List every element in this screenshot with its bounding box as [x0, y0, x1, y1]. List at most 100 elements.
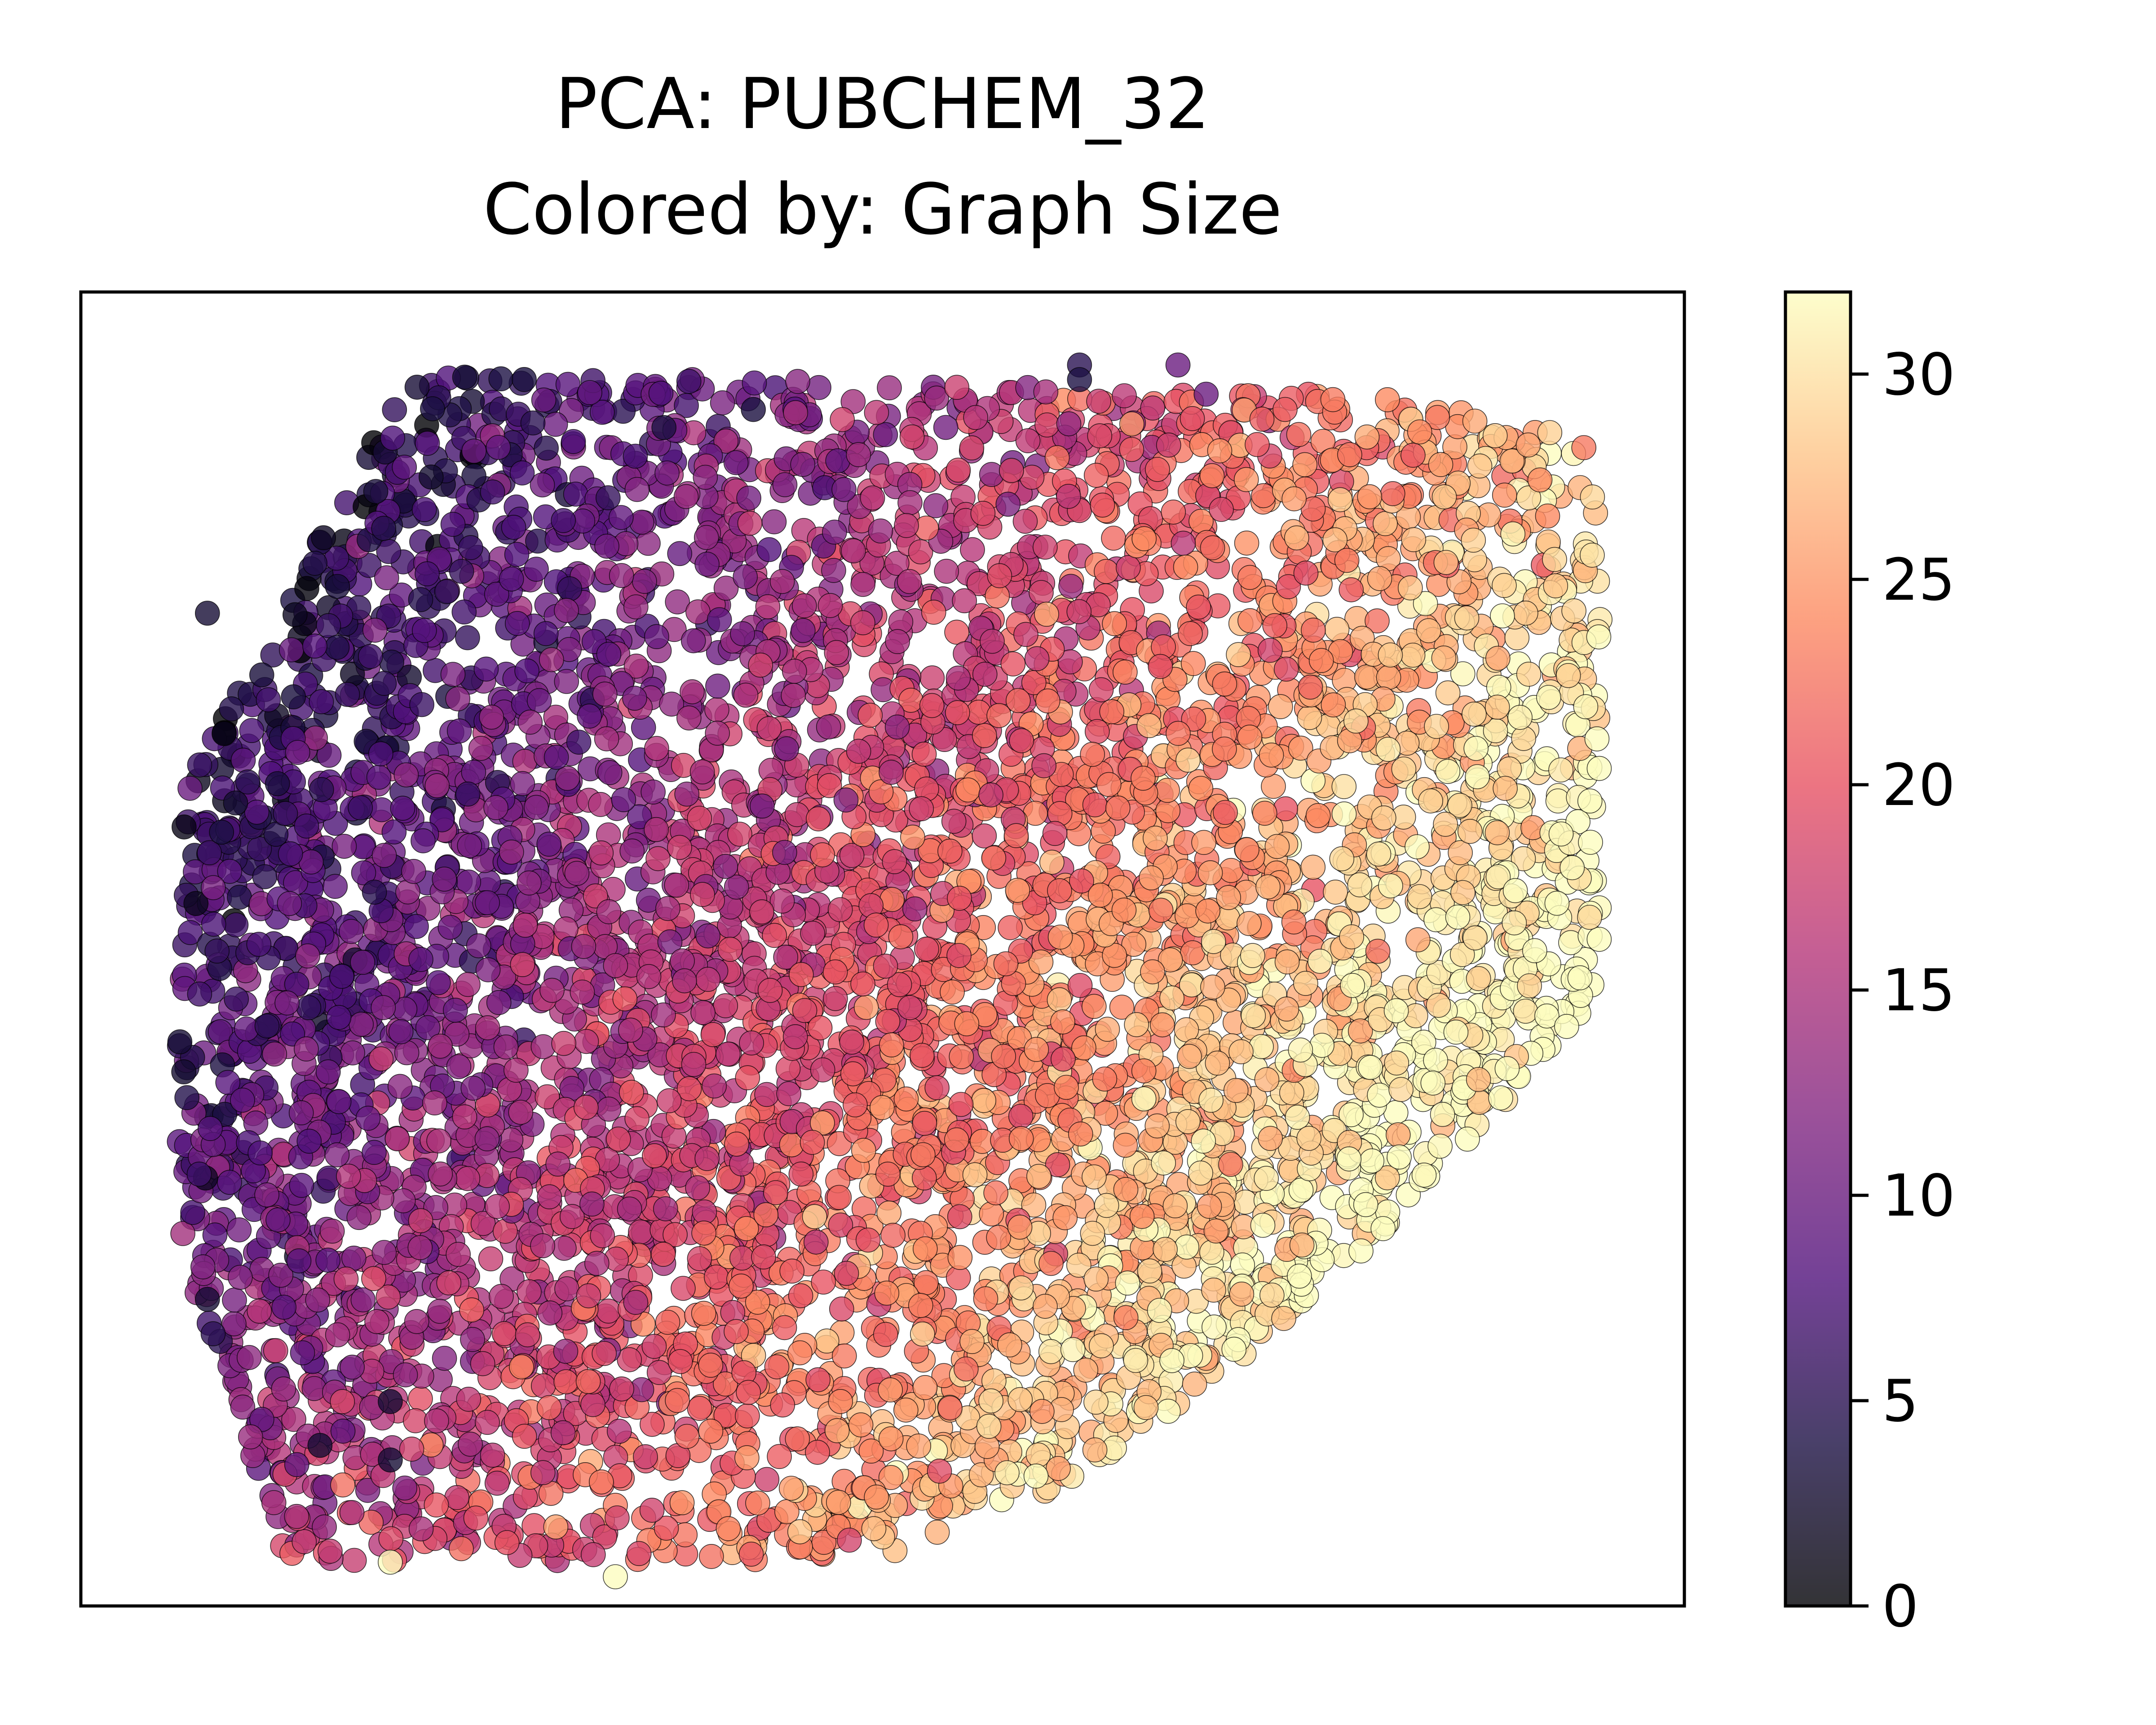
scatter-point: [505, 611, 530, 636]
scatter-point: [1161, 500, 1186, 525]
scatter-point: [384, 1126, 410, 1151]
scatter-point: [1056, 411, 1082, 437]
scatter-point: [222, 1287, 247, 1313]
scatter-point: [480, 1442, 505, 1468]
scatter-point: [949, 1044, 974, 1069]
scatter-point: [1401, 442, 1426, 468]
scatter-point: [512, 367, 537, 392]
scatter-point: [278, 637, 304, 663]
scatter-point: [623, 594, 649, 619]
plot-area: [167, 352, 1613, 1589]
scatter-point: [756, 716, 782, 741]
scatter-point: [1445, 904, 1471, 930]
scatter-point: [318, 1539, 343, 1564]
scatter-point: [408, 1386, 433, 1411]
scatter-point: [440, 512, 466, 537]
scatter-point: [1009, 728, 1034, 753]
scatter-point: [839, 843, 865, 868]
scatter-point: [1226, 642, 1251, 667]
scatter-point: [850, 572, 875, 597]
scatter-point: [171, 814, 197, 840]
scatter-point: [461, 760, 486, 785]
scatter-point: [735, 1065, 760, 1090]
scatter-point: [1337, 442, 1362, 467]
scatter-point: [716, 1041, 741, 1067]
scatter-point: [1274, 996, 1299, 1022]
scatter-point: [893, 1086, 919, 1112]
scatter-point: [876, 1200, 901, 1226]
scatter-point: [1029, 1399, 1055, 1424]
scatter-point: [1500, 521, 1525, 547]
scatter-point: [537, 1300, 563, 1326]
scatter-point: [912, 1375, 938, 1400]
scatter-point: [408, 587, 433, 612]
scatter-point: [340, 1040, 365, 1066]
scatter-point: [685, 599, 711, 624]
scatter-point: [806, 375, 831, 400]
scatter-point: [698, 1419, 724, 1444]
scatter-point: [170, 1221, 195, 1246]
scatter-point: [921, 600, 946, 625]
scatter-point: [1254, 1067, 1280, 1092]
scatter-point: [646, 1360, 672, 1385]
scatter-point: [1308, 648, 1334, 673]
scatter-point: [853, 995, 879, 1020]
scatter-point: [1560, 855, 1585, 880]
scatter-point: [1586, 756, 1612, 781]
scatter-point: [554, 669, 579, 694]
scatter-point: [1292, 452, 1317, 478]
scatter-point: [174, 1085, 199, 1110]
scatter-point: [596, 1298, 621, 1324]
scatter-point: [941, 809, 967, 834]
scatter-point: [612, 986, 638, 1012]
scatter-point: [489, 1284, 514, 1309]
scatter-point: [403, 1408, 428, 1433]
scatter-point: [754, 1467, 780, 1492]
scatter-point: [339, 1500, 365, 1525]
scatter-point: [1543, 573, 1568, 598]
scatter-point: [1281, 486, 1307, 512]
scatter-point: [456, 1387, 482, 1412]
scatter-point: [446, 718, 472, 743]
scatter-point: [371, 1240, 397, 1265]
scatter-point: [349, 1012, 374, 1037]
scatter-point: [230, 748, 256, 773]
scatter-point: [952, 588, 977, 614]
scatter-point: [382, 397, 407, 422]
scatter-point: [486, 435, 511, 460]
scatter-point: [526, 688, 552, 713]
scatter-point: [1264, 834, 1290, 859]
scatter-point: [1175, 748, 1201, 773]
scatter-point: [606, 1126, 631, 1152]
scatter-point: [1504, 625, 1530, 650]
scatter-point: [459, 1297, 484, 1322]
scatter-point: [1511, 726, 1536, 751]
scatter-point: [900, 824, 925, 850]
scatter-point: [636, 531, 661, 556]
scatter-point: [1494, 1056, 1520, 1081]
scatter-point: [972, 723, 997, 748]
scatter-point: [823, 986, 848, 1011]
scatter-point: [1375, 387, 1400, 412]
scatter-point: [284, 1504, 309, 1529]
scatter-point: [829, 1296, 854, 1322]
scatter-point: [488, 366, 513, 392]
scatter-point: [1527, 467, 1553, 493]
scatter-point: [596, 641, 622, 667]
scatter-point: [381, 819, 407, 845]
scatter-point: [685, 1175, 710, 1200]
scatter-point: [741, 397, 766, 422]
scatter-point: [1136, 713, 1162, 739]
scatter-point: [934, 558, 959, 584]
scatter-point: [1297, 705, 1322, 730]
scatter-point: [1423, 907, 1449, 933]
scatter-point: [411, 497, 437, 522]
scatter-point: [533, 621, 559, 646]
scatter-point: [1145, 457, 1170, 482]
scatter-point: [1435, 759, 1461, 784]
scatter-point: [446, 1054, 472, 1079]
scatter-point: [552, 1236, 577, 1261]
scatter-point: [486, 990, 512, 1015]
scatter-point: [1365, 608, 1390, 633]
scatter-point: [341, 1548, 367, 1573]
